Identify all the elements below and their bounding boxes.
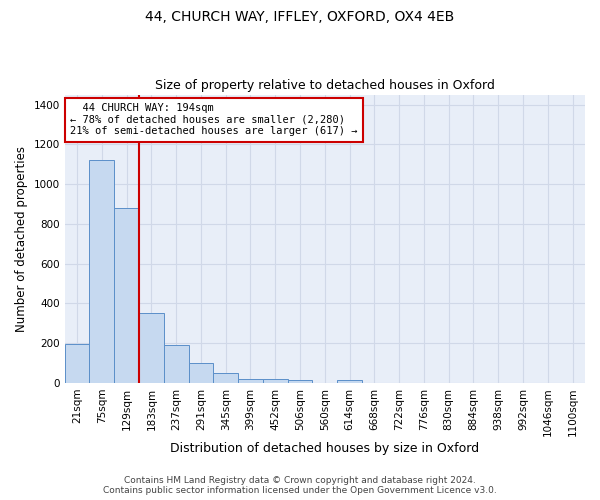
X-axis label: Distribution of detached houses by size in Oxford: Distribution of detached houses by size …: [170, 442, 479, 455]
Bar: [188, 364, 214, 383]
Bar: [337, 380, 362, 383]
Y-axis label: Number of detached properties: Number of detached properties: [15, 146, 28, 332]
Text: 44 CHURCH WAY: 194sqm
← 78% of detached houses are smaller (2,280)
21% of semi-d: 44 CHURCH WAY: 194sqm ← 78% of detached …: [70, 103, 358, 136]
Bar: [238, 378, 263, 383]
Bar: [89, 160, 114, 383]
Text: Contains HM Land Registry data © Crown copyright and database right 2024.
Contai: Contains HM Land Registry data © Crown c…: [103, 476, 497, 495]
Text: 44, CHURCH WAY, IFFLEY, OXFORD, OX4 4EB: 44, CHURCH WAY, IFFLEY, OXFORD, OX4 4EB: [145, 10, 455, 24]
Bar: [164, 345, 188, 383]
Bar: [139, 314, 164, 383]
Bar: [65, 344, 89, 383]
Bar: [214, 372, 238, 383]
Bar: [114, 208, 139, 383]
Title: Size of property relative to detached houses in Oxford: Size of property relative to detached ho…: [155, 79, 495, 92]
Bar: [287, 380, 313, 383]
Bar: [263, 378, 287, 383]
